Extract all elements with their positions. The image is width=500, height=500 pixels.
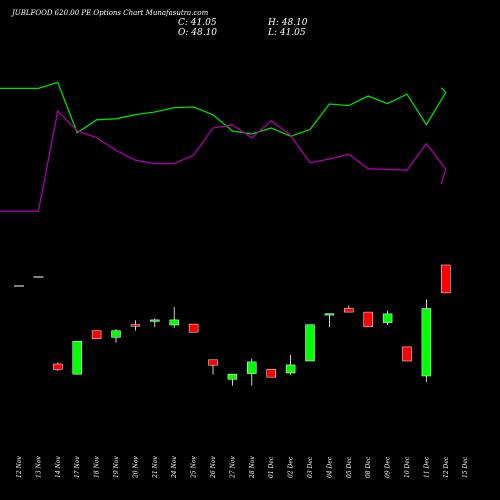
x-tick-label: 28 Nov	[249, 456, 256, 479]
candle-down	[188, 323, 199, 333]
candle-up	[285, 364, 296, 374]
close-value: C: 41.05	[178, 18, 217, 28]
candle-up	[72, 340, 82, 375]
candle-down	[402, 346, 412, 362]
x-tick-label: 19 Nov	[113, 456, 120, 478]
candle-down	[441, 264, 451, 294]
candle-up	[305, 324, 315, 362]
x-tick-label: 13 Nov	[35, 456, 42, 478]
x-tick-label: 17 Nov	[74, 456, 81, 478]
x-tick-label: 25 Nov	[191, 456, 198, 479]
candle-down	[91, 330, 102, 340]
open-value: O: 48.10	[178, 28, 218, 38]
x-tick-label: 05 Dec	[346, 456, 353, 478]
x-tick-label: 10 Dec	[404, 456, 411, 478]
low-value: L: 41.05	[268, 28, 306, 38]
x-tick-label: 01 Dec	[268, 456, 275, 478]
candle-up	[247, 361, 257, 374]
candle-down	[53, 363, 63, 370]
candle-down	[344, 308, 354, 313]
candles	[14, 264, 451, 386]
x-tick-label: 04 Dec	[326, 456, 333, 478]
candle-up	[382, 313, 393, 323]
candle-up	[111, 330, 121, 338]
candle-down	[363, 311, 373, 328]
candle-up	[421, 308, 432, 377]
green-indicator-line	[0, 81, 447, 137]
x-tick-label: 12 Nov	[16, 456, 23, 478]
purple-indicator-line	[0, 109, 447, 212]
candle-down	[130, 324, 141, 327]
x-tick-label: 03 Dec	[307, 456, 314, 478]
x-axis-ticks: 12 Nov 13 Nov 14 Nov 17 Nov 18 Nov 19 Nov 20 N…	[16, 456, 469, 479]
candle-up	[150, 319, 160, 322]
x-tick-label: 18 Nov	[94, 456, 101, 478]
x-tick-label: 24 Nov	[171, 456, 178, 479]
candle-up	[227, 373, 238, 380]
candle-down	[208, 359, 218, 366]
x-tick-label: 20 Nov	[132, 456, 139, 479]
x-tick-label: 11 Dec	[423, 456, 430, 478]
high-value: H: 48.10	[268, 18, 308, 28]
x-tick-label: 21 Nov	[152, 456, 159, 479]
x-tick-label: 27 Nov	[229, 456, 236, 479]
candle-up	[169, 319, 179, 326]
x-tick-label: 14 Nov	[55, 456, 62, 478]
indicator-lines	[0, 81, 447, 212]
candle-up	[324, 313, 335, 316]
x-tick-label: 26 Nov	[210, 456, 217, 479]
x-tick-label: 09 Dec	[385, 456, 392, 478]
x-tick-label: 12 Dec	[443, 456, 450, 478]
chart-title: JUBLFOOD 620.00 PE Options Chart Munafas…	[12, 9, 209, 17]
x-tick-label: 08 Dec	[365, 456, 372, 478]
x-tick-label: 02 Dec	[288, 456, 295, 478]
candle-down	[266, 369, 276, 378]
x-tick-label: 15 Dec	[462, 456, 469, 478]
